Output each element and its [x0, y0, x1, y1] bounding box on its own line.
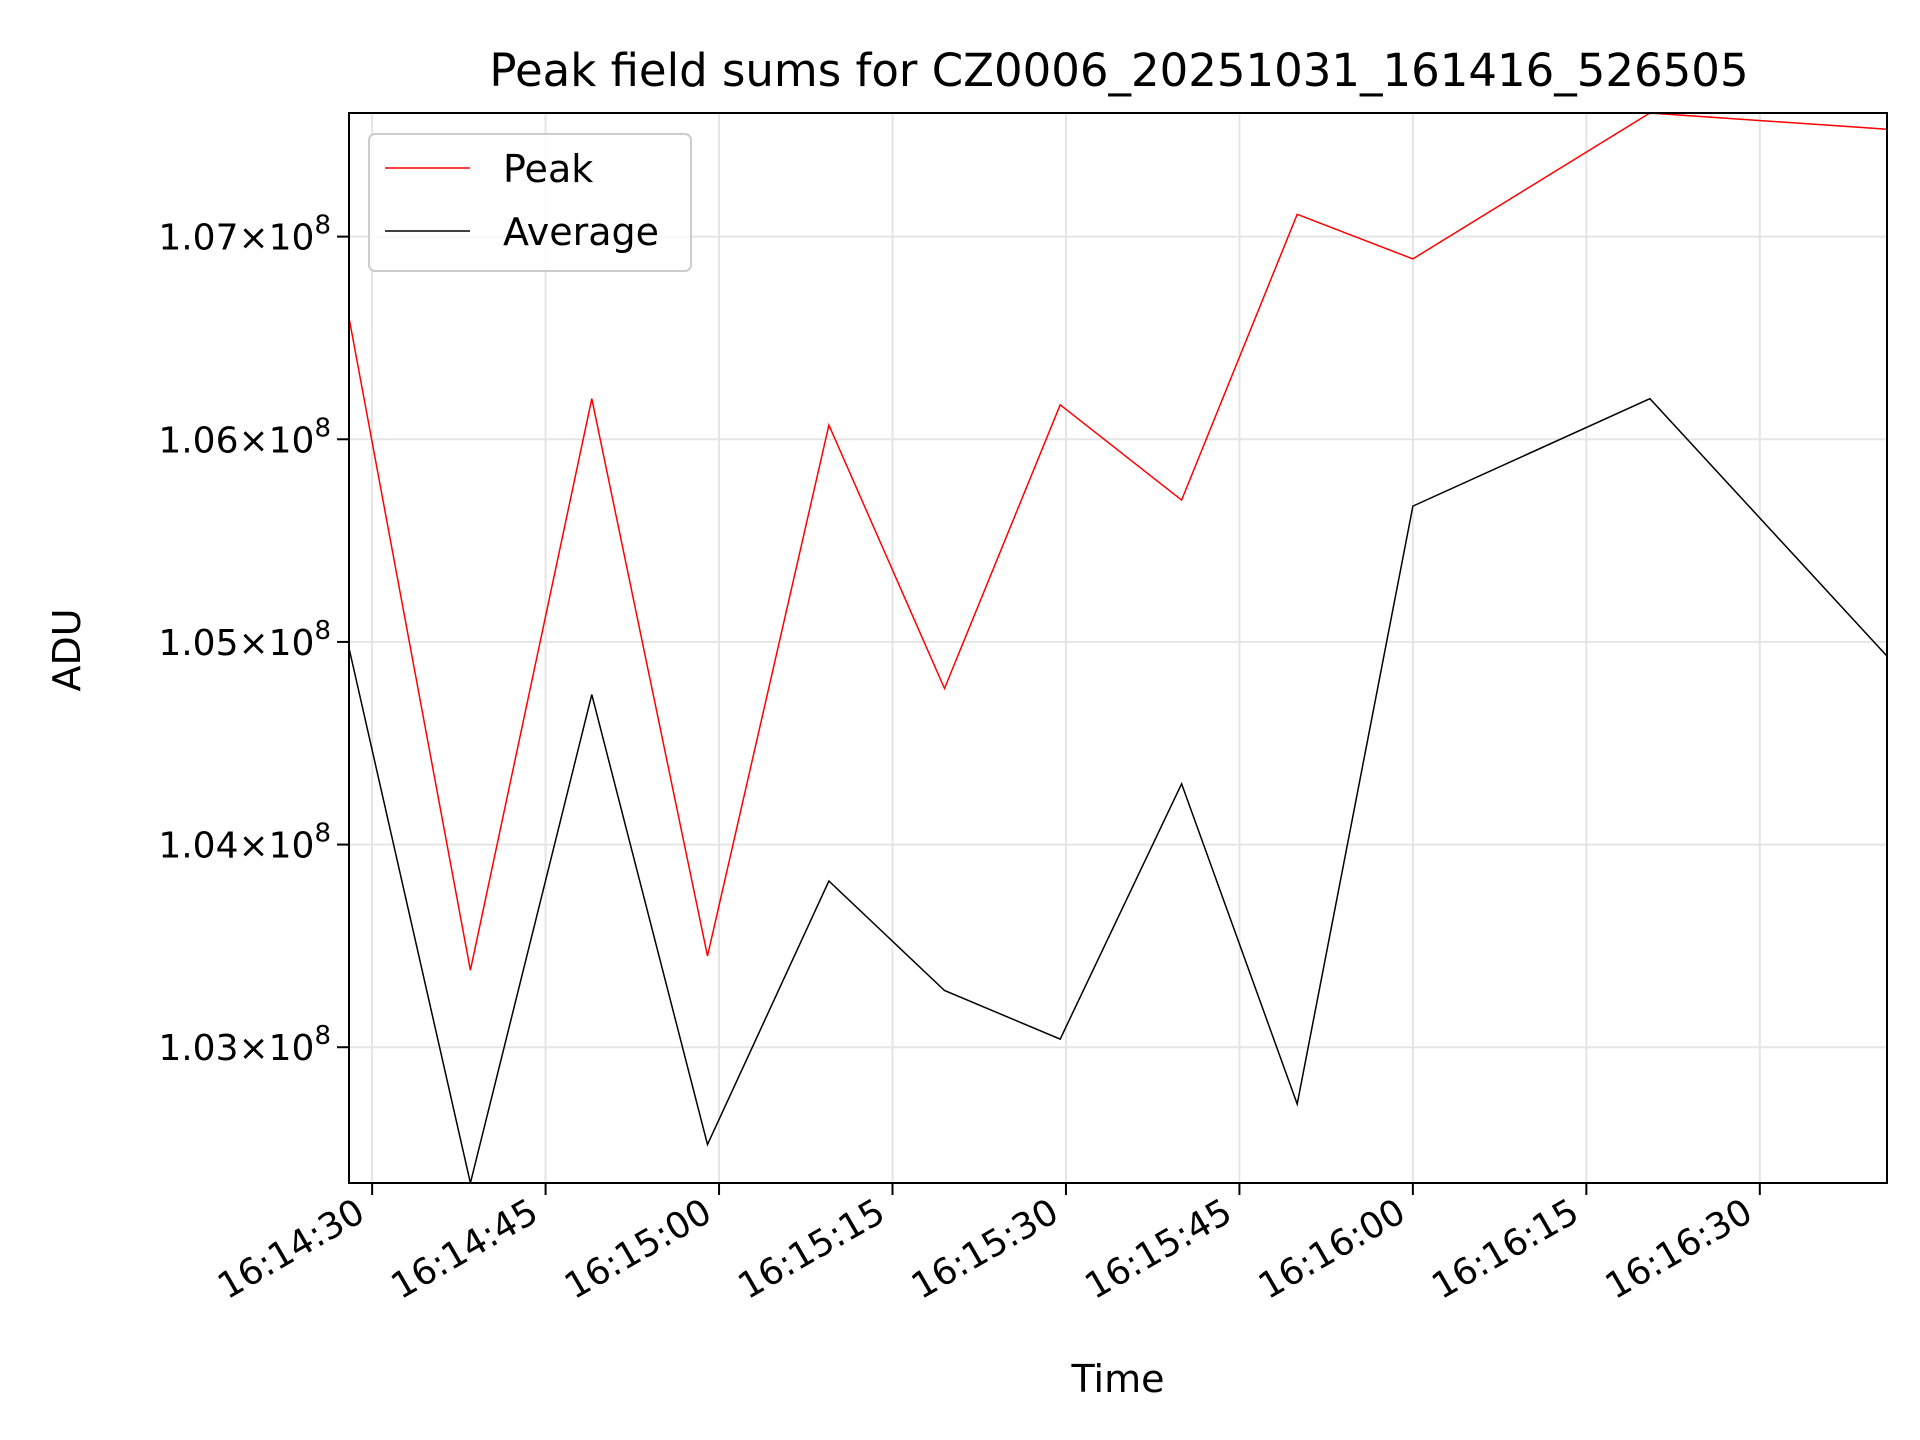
- y-axis-ticks: 1.03×108 1.04×108 1.05×108 1.06×108 1.07×108: [158, 211, 349, 1069]
- plot-frame: [348, 112, 1888, 1184]
- series-lines: [349, 113, 1887, 1183]
- y-tick-label: 1.06×108: [158, 413, 331, 461]
- y-tick-label: 1.07×108: [158, 211, 331, 259]
- legend: Peak Average: [368, 133, 692, 272]
- legend-peak-label: Peak: [503, 147, 593, 191]
- series-line-average: [349, 397, 1887, 1183]
- y-tick-label: 1.03×108: [158, 1021, 331, 1069]
- y-tick-label: 1.05×108: [158, 616, 331, 664]
- chart-title: Peak field sums for CZ0006_20251031_1614…: [489, 44, 1748, 97]
- x-axis-title: Time: [1071, 1357, 1165, 1401]
- grid-lines: [349, 113, 1887, 1183]
- y-axis-title: ADU: [45, 608, 89, 691]
- legend-average-label: Average: [503, 210, 659, 254]
- series-line-peak: [349, 113, 1887, 971]
- y-tick-label: 1.04×108: [158, 819, 331, 867]
